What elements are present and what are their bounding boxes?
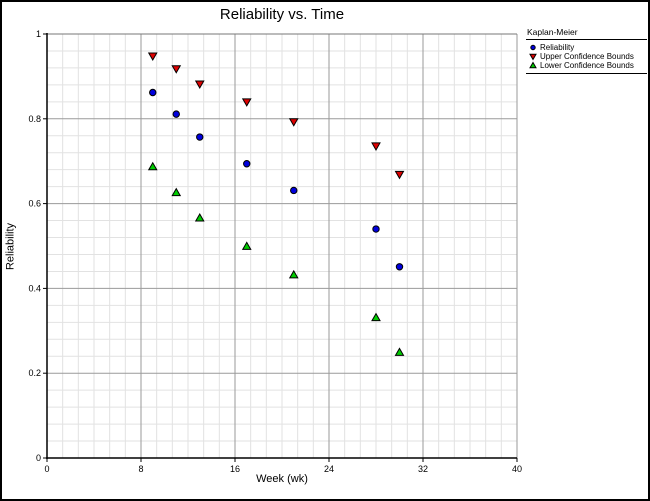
data-point-triangle-up bbox=[171, 187, 182, 197]
data-point-circle bbox=[149, 88, 157, 97]
triangle-down-icon bbox=[529, 53, 537, 61]
data-point-triangle-up bbox=[194, 213, 205, 222]
legend-marker-icon bbox=[529, 53, 537, 61]
x-tick-label: 8 bbox=[138, 464, 143, 474]
y-tick-label: 0.4 bbox=[28, 283, 41, 293]
data-point-triangle-down bbox=[147, 52, 158, 62]
y-tick-label: 0 bbox=[36, 453, 41, 463]
legend-items: Reliability Upper Confidence Bounds Lower … bbox=[526, 40, 647, 74]
legend-item: Lower Confidence Bounds bbox=[528, 61, 647, 70]
legend-item: Upper Confidence Bounds bbox=[528, 52, 647, 61]
data-point-triangle-up bbox=[241, 241, 252, 250]
x-tick-label: 0 bbox=[44, 464, 49, 474]
data-point-circle bbox=[243, 160, 251, 168]
data-point-triangle-down bbox=[171, 65, 182, 74]
legend-item-label: Lower Confidence Bounds bbox=[540, 61, 634, 70]
data-point-triangle-down bbox=[194, 80, 205, 90]
legend-item-label: Upper Confidence Bounds bbox=[540, 52, 634, 61]
y-tick-label: 0.8 bbox=[28, 114, 41, 124]
data-point-triangle-down bbox=[288, 118, 299, 127]
chart-title: Reliability vs. Time bbox=[219, 6, 345, 23]
data-point-triangle-down bbox=[371, 142, 381, 151]
legend-item: Reliability bbox=[528, 43, 647, 52]
data-point-triangle-up bbox=[288, 269, 299, 279]
legend-marker-icon bbox=[530, 44, 536, 51]
data-point-triangle-down bbox=[394, 170, 405, 180]
x-tick-label: 32 bbox=[418, 464, 428, 474]
x-tick-label: 24 bbox=[324, 464, 334, 474]
data-point-circle bbox=[196, 133, 204, 141]
y-tick-label: 1 bbox=[36, 29, 41, 39]
x-tick-label: 16 bbox=[230, 464, 240, 474]
data-point-triangle-up bbox=[371, 312, 381, 322]
data-point-circle bbox=[372, 225, 380, 233]
legend: Kaplan-Meier Reliability Upper Confidence… bbox=[526, 27, 647, 74]
y-tick-label: 0.6 bbox=[28, 199, 41, 209]
legend-marker-icon bbox=[529, 61, 537, 69]
x-axis-title: Week (wk) bbox=[256, 473, 308, 485]
data-point-triangle-up bbox=[147, 161, 158, 171]
data-point-triangle-down bbox=[241, 98, 252, 107]
y-axis-title: Reliability bbox=[4, 222, 17, 271]
y-tick-label: 0.2 bbox=[28, 368, 41, 378]
x-tick-label: 40 bbox=[512, 464, 522, 474]
data-point-triangle-up bbox=[394, 347, 405, 356]
legend-title: Kaplan-Meier bbox=[526, 27, 647, 40]
legend-item-label: Reliability bbox=[540, 43, 575, 52]
circle-icon bbox=[530, 44, 536, 51]
triangle-up-icon bbox=[529, 61, 537, 69]
data-point-circle bbox=[290, 186, 298, 195]
data-point-circle bbox=[172, 110, 180, 118]
data-point-circle bbox=[395, 263, 404, 271]
